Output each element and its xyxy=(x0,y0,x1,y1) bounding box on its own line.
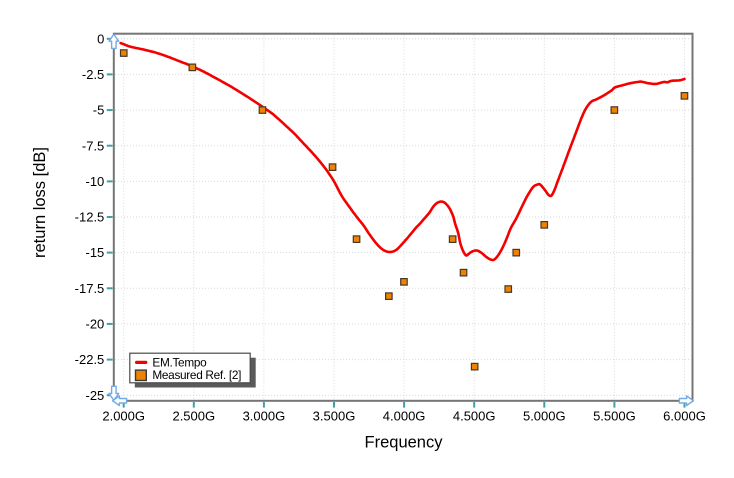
svg-text:-2.5: -2.5 xyxy=(82,67,104,82)
svg-text:6.000G: 6.000G xyxy=(663,409,706,424)
svg-text:2.500G: 2.500G xyxy=(172,409,215,424)
svg-text:-7.5: -7.5 xyxy=(82,138,104,153)
svg-text:3.500G: 3.500G xyxy=(313,409,356,424)
svg-text:-15: -15 xyxy=(86,245,105,260)
svg-text:Frequency: Frequency xyxy=(365,434,444,452)
svg-text:4.500G: 4.500G xyxy=(453,409,496,424)
svg-text:-5: -5 xyxy=(93,103,105,118)
svg-text:-25: -25 xyxy=(86,388,105,403)
svg-text:-20: -20 xyxy=(86,317,105,332)
svg-text:4.000G: 4.000G xyxy=(383,409,426,424)
svg-text:-22.5: -22.5 xyxy=(75,352,105,367)
svg-text:5.000G: 5.000G xyxy=(523,409,566,424)
svg-text:-10: -10 xyxy=(86,174,105,189)
svg-text:-17.5: -17.5 xyxy=(75,281,105,296)
svg-text:EM.Tempo: EM.Tempo xyxy=(152,356,207,370)
svg-text:2.000G: 2.000G xyxy=(102,409,145,424)
svg-text:5.500G: 5.500G xyxy=(593,409,636,424)
svg-text:0: 0 xyxy=(97,31,104,46)
svg-text:3.000G: 3.000G xyxy=(243,409,286,424)
svg-text:-12.5: -12.5 xyxy=(75,210,105,225)
svg-text:return loss [dB]: return loss [dB] xyxy=(31,147,49,258)
svg-text:Measured Ref. [2]: Measured Ref. [2] xyxy=(152,368,241,382)
